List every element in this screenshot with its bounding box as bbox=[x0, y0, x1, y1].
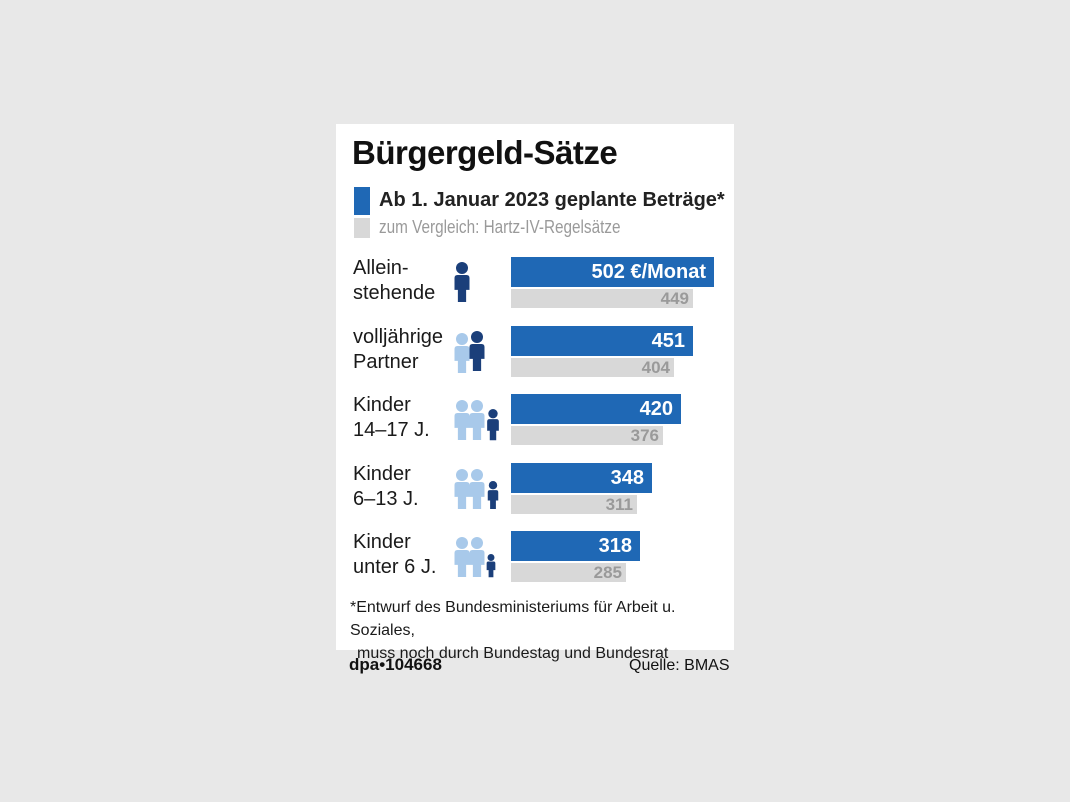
category-label-line-2: 14–17 J. bbox=[353, 419, 430, 441]
chart-card: Bürgergeld-Sätze Ab 1. Januar 2023 gepla… bbox=[336, 124, 734, 662]
agency-credit: dpa•104668 bbox=[349, 655, 442, 674]
source-label: Quelle: BMAS bbox=[629, 657, 730, 674]
single-adult-icon bbox=[454, 262, 470, 302]
bar-new-value-label: 348 bbox=[610, 466, 644, 489]
category-label-line-2: stehende bbox=[353, 282, 436, 304]
legend-swatch-new bbox=[354, 187, 370, 215]
category-label-line-1: Kinder bbox=[353, 394, 411, 416]
bar-new-value-label: 318 bbox=[598, 535, 632, 557]
category-label: Kinder 14–17 J. bbox=[353, 393, 430, 443]
school-child-icon bbox=[454, 468, 499, 509]
bar-old: 285 bbox=[511, 563, 626, 582]
category-label-line-2: 6–13 J. bbox=[353, 487, 419, 510]
teen-child-icon bbox=[454, 400, 499, 441]
bar-old-value-label: 376 bbox=[630, 426, 659, 445]
category-label: Kinder 6–13 J. bbox=[353, 462, 419, 512]
footnote-line-1: *Entwurf des Bundesministeriums für Arbe… bbox=[350, 599, 676, 639]
category-label-line-1: Allein- bbox=[353, 257, 409, 279]
bar-old: 311 bbox=[511, 494, 637, 514]
footnote-line-2: muss noch durch Bundestag und Bundesrat bbox=[357, 645, 669, 662]
category-label: volljährige Partner bbox=[353, 325, 443, 375]
adult-partner-icon bbox=[454, 330, 485, 373]
legend-swatch-old bbox=[354, 218, 370, 238]
category-label: Kinder unter 6 J. bbox=[353, 530, 436, 580]
category-label-line-1: Kinder bbox=[353, 531, 411, 553]
bar-new-value-label: 502 €/Monat bbox=[591, 261, 706, 283]
category-label-line-2: Partner bbox=[353, 350, 419, 373]
bar-new: 451 bbox=[511, 325, 693, 356]
legend-label-old: zum Vergleich: Hartz-IV-Regelsätze bbox=[379, 217, 621, 237]
chart-title: Bürgergeld-Sätze bbox=[352, 134, 618, 171]
bar-new: 348 bbox=[511, 462, 652, 493]
bar-old-value-label: 311 bbox=[605, 494, 633, 514]
category-label: Allein-stehende bbox=[353, 256, 435, 306]
bar-new: 318 bbox=[511, 531, 640, 561]
bar-old-value-label: 449 bbox=[660, 289, 689, 308]
category-label-line-2: unter 6 J. bbox=[353, 556, 437, 578]
bar-new: 420 bbox=[511, 394, 681, 424]
category-label-line-1: Kinder bbox=[353, 462, 411, 485]
bar-old: 404 bbox=[511, 357, 674, 377]
footnote: *Entwurf des Bundesministeriums für Arbe… bbox=[350, 596, 734, 665]
bar-old-value-label: 285 bbox=[593, 563, 622, 582]
bar-new-value-label: 451 bbox=[651, 329, 685, 352]
young-child-icon bbox=[454, 537, 496, 578]
category-label-line-1: volljährige bbox=[353, 325, 444, 348]
bar-new-value-label: 420 bbox=[639, 398, 673, 420]
bar-old-value-label: 404 bbox=[641, 357, 670, 377]
legend-label-new: Ab 1. Januar 2023 geplante Beträge* bbox=[379, 189, 725, 211]
bar-new: 502 €/Monat bbox=[511, 257, 714, 287]
bar-old: 449 bbox=[511, 289, 693, 308]
bar-old: 376 bbox=[511, 426, 663, 445]
